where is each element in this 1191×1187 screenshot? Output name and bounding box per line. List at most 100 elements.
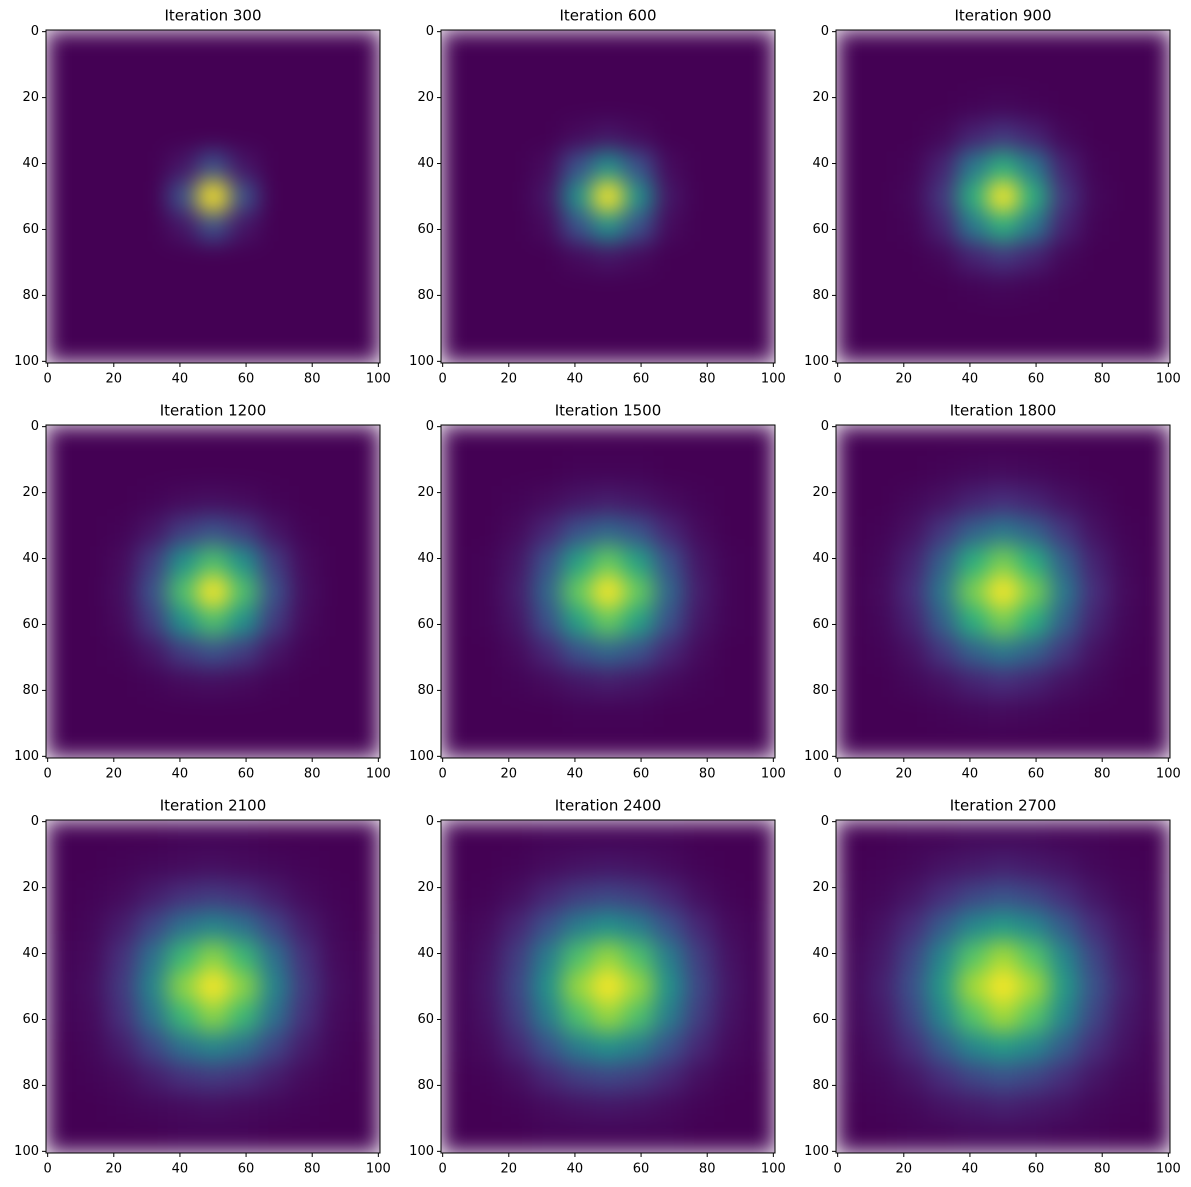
heatmap-cell	[987, 241, 1019, 273]
heatmap-cell	[441, 697, 472, 729]
heatmap-cell	[46, 211, 77, 243]
heatmap-cell	[1018, 1062, 1050, 1094]
heatmap-cell	[197, 636, 229, 668]
heatmap-cell	[167, 910, 199, 942]
heatmap-cell	[1139, 910, 1170, 942]
heatmap-cell	[866, 302, 898, 334]
heatmap-cell	[957, 515, 989, 547]
heatmap-cell	[592, 60, 624, 92]
heatmap-cell	[1048, 1001, 1080, 1033]
y-tick-label: 80	[812, 288, 829, 303]
heatmap-cell	[258, 576, 290, 608]
heatmap-cell	[836, 576, 867, 608]
heatmap-cell	[167, 880, 199, 912]
heatmap-cell	[1109, 697, 1141, 729]
heatmap-cell	[76, 60, 108, 92]
image	[441, 820, 775, 1153]
heatmap-cell	[1078, 1092, 1110, 1124]
heatmap-cell	[562, 60, 594, 92]
y-tick-label: 100	[14, 749, 39, 764]
heatmap-cell	[653, 211, 685, 243]
heatmap-cell	[46, 455, 77, 487]
heatmap-cell	[228, 332, 260, 363]
heatmap-cell	[562, 910, 594, 942]
heatmap-cell	[592, 455, 624, 487]
heatmap-cell	[653, 151, 685, 182]
heatmap-cell	[1139, 60, 1170, 92]
heatmap-cell	[197, 1031, 229, 1063]
heatmap-cell	[197, 850, 229, 882]
subplot: Iteration 2700 0 20 40 60 80 100 0 20 40 60 80 100	[804, 797, 1181, 1177]
heatmap-cell	[866, 727, 898, 758]
heatmap-cell	[653, 697, 685, 729]
heatmap-cell	[228, 515, 260, 547]
heatmap-cell	[197, 425, 229, 456]
heatmap-cell	[167, 272, 199, 304]
heatmap-cell	[927, 455, 959, 487]
heatmap-cell	[592, 181, 624, 213]
heatmap-cell	[1048, 455, 1080, 487]
heatmap-cell	[562, 971, 594, 1003]
heatmap-cell	[866, 850, 898, 882]
heatmap-cell	[46, 485, 77, 517]
heatmap-cell	[137, 727, 169, 758]
heatmap-cell	[836, 120, 867, 152]
heatmap-cell	[441, 120, 472, 152]
heatmap-cell	[46, 636, 77, 668]
heatmap-cell	[288, 485, 320, 517]
heatmap-cell	[683, 971, 715, 1003]
heatmap-cell	[137, 241, 169, 273]
x-tick-label: 20	[106, 767, 123, 782]
heatmap-cell	[836, 820, 867, 851]
heatmap-cell	[197, 30, 229, 61]
heatmap-cell	[1048, 1122, 1080, 1153]
heatmap-cell	[106, 697, 138, 729]
heatmap-cell	[46, 820, 77, 851]
heatmap-cell	[927, 90, 959, 122]
heatmap-cell	[501, 820, 533, 851]
x-tick-label: 80	[699, 372, 716, 387]
heatmap-cell	[1078, 120, 1110, 152]
heatmap-cell	[744, 332, 775, 363]
heatmap-cell	[836, 850, 867, 882]
heatmap-cell	[1018, 425, 1050, 456]
image-area	[836, 820, 1170, 1153]
heatmap-cell	[683, 272, 715, 304]
heatmap-cell	[76, 1062, 108, 1094]
axes-frame	[835, 819, 1171, 1154]
heatmap-cell	[866, 455, 898, 487]
heatmap-cell	[46, 151, 77, 182]
image	[836, 425, 1170, 758]
heatmap-cell	[228, 272, 260, 304]
heatmap-cell	[1018, 272, 1050, 304]
heatmap-cell	[896, 971, 928, 1003]
y-tick-label: 0	[821, 419, 829, 434]
heatmap-cell	[532, 30, 564, 61]
heatmap-cell	[1109, 455, 1141, 487]
heatmap-cell	[1018, 151, 1050, 182]
heatmap-cell	[471, 941, 503, 972]
heatmap-cell	[137, 30, 169, 61]
heatmap-cell	[319, 850, 351, 882]
heatmap-cell	[471, 576, 503, 608]
heatmap-cell	[1048, 332, 1080, 363]
heatmap-cell	[258, 302, 290, 334]
heatmap-cell	[197, 820, 229, 851]
heatmap-cell	[987, 120, 1019, 152]
heatmap-cell	[319, 151, 351, 182]
heatmap-cell	[957, 211, 989, 243]
heatmap-cell	[1139, 1031, 1170, 1063]
heatmap-cell	[562, 727, 594, 758]
heatmap-cell	[46, 880, 77, 912]
heatmap-cell	[836, 302, 867, 334]
heatmap-cell	[1109, 90, 1141, 122]
x-tick-label: 0	[834, 767, 842, 782]
heatmap-cell	[167, 302, 199, 334]
heatmap-cell	[836, 515, 867, 547]
x-tick-label: 40	[172, 1162, 189, 1177]
heatmap-cell	[1078, 606, 1110, 638]
heatmap-cell	[167, 636, 199, 668]
heatmap-cell	[1018, 1031, 1050, 1063]
heatmap-cell	[623, 850, 655, 882]
heatmap-cell	[896, 272, 928, 304]
